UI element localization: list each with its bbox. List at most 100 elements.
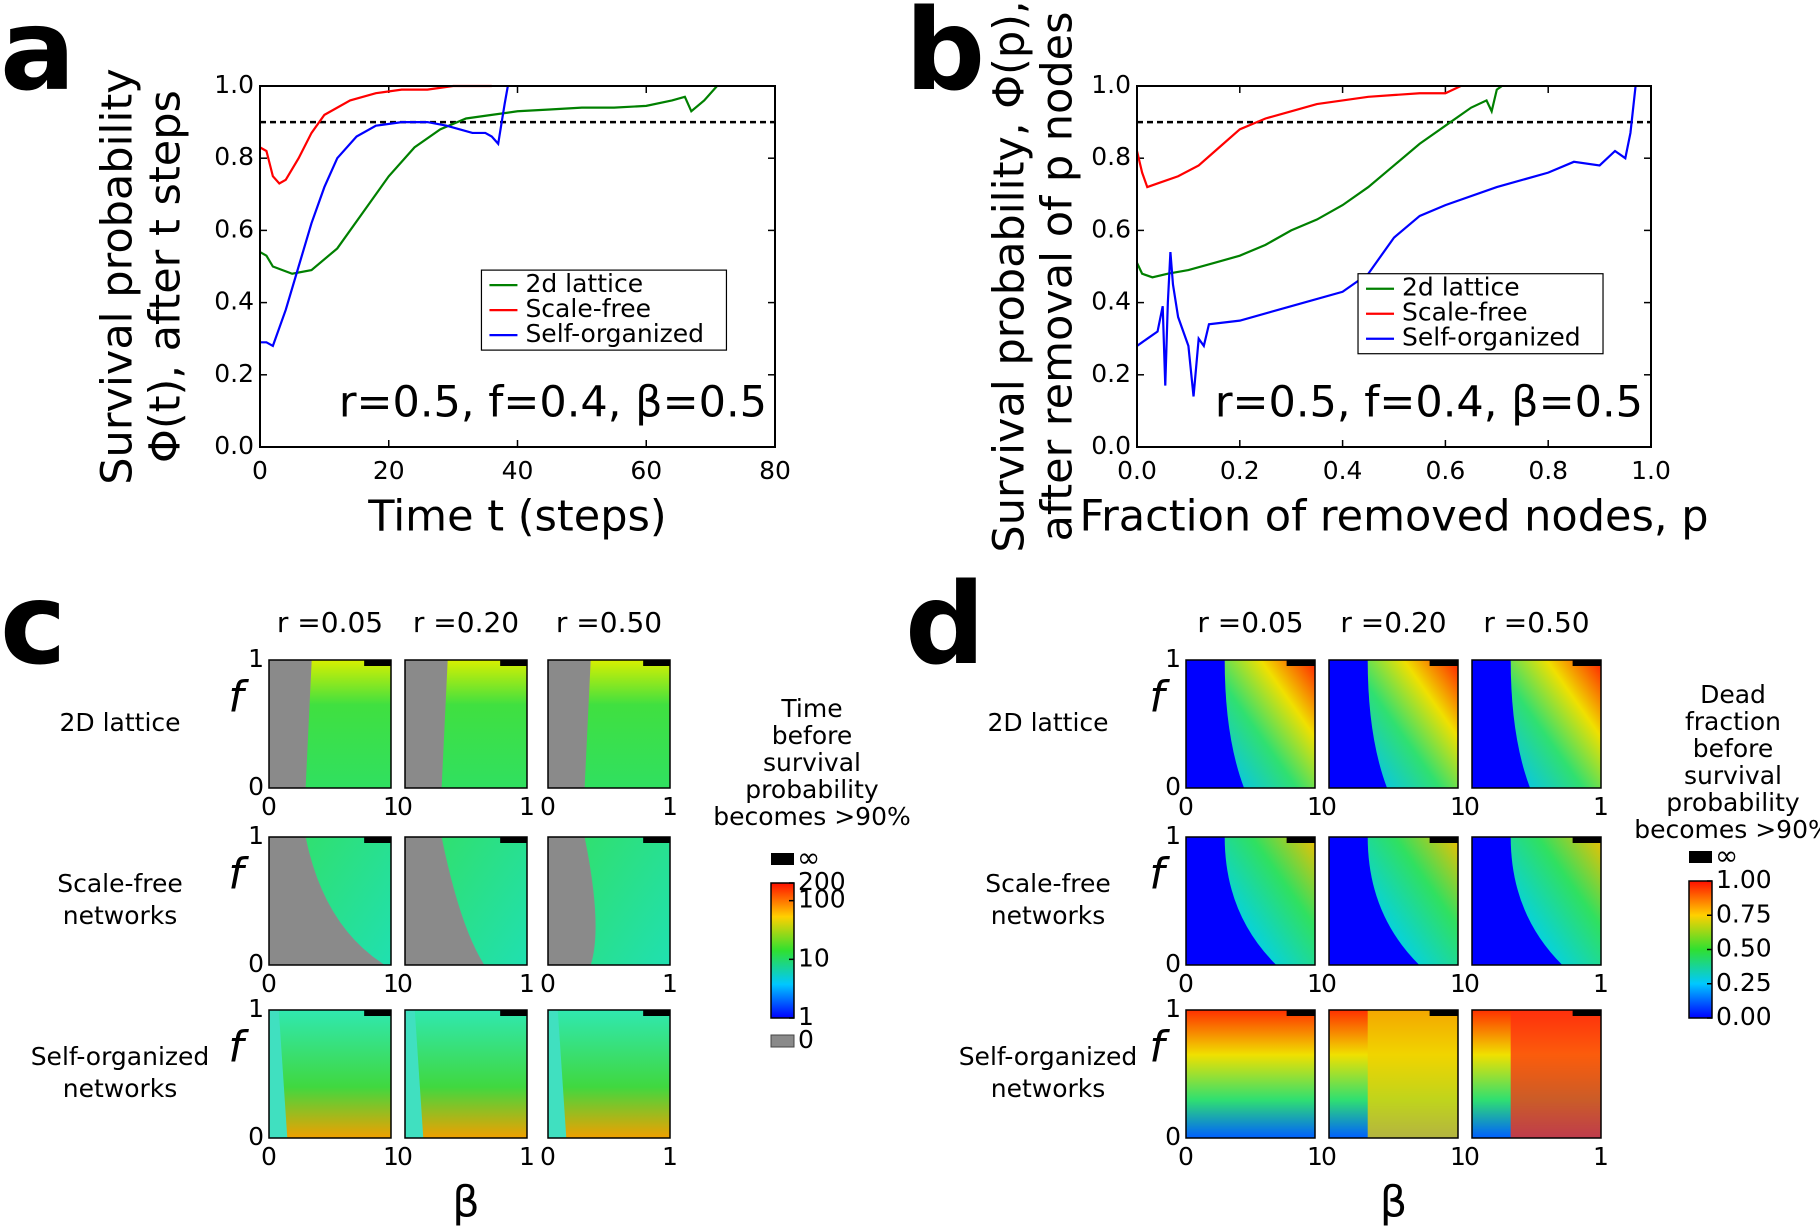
x-tick-label: 0 bbox=[1178, 1142, 1194, 1171]
x-tick-label: 0.6 bbox=[1426, 456, 1466, 485]
no-survival-block bbox=[643, 837, 670, 843]
x-axis-label: β bbox=[452, 1178, 479, 1228]
x-tick-label: 0.0 bbox=[1117, 456, 1157, 485]
x-tick-label: 0 bbox=[540, 1142, 556, 1171]
y-tick-label: 1 bbox=[248, 994, 264, 1023]
x-tick-label: 0.8 bbox=[1528, 456, 1568, 485]
heatmap-frame bbox=[404, 836, 528, 966]
colorbar-tick-label: 1 bbox=[798, 1002, 814, 1031]
x-tick-label: 0 bbox=[261, 969, 277, 998]
heatmap-frame bbox=[404, 659, 528, 789]
colorbar bbox=[770, 882, 795, 1019]
y-tick-label: 1 bbox=[1165, 644, 1181, 673]
plot-frame bbox=[1136, 85, 1652, 448]
y-tick-label: 1.0 bbox=[214, 70, 254, 99]
x-tick-label: 0 bbox=[261, 1142, 277, 1171]
no-survival-block bbox=[1286, 837, 1315, 843]
no-survival-block bbox=[1429, 1010, 1458, 1016]
plot-frame bbox=[259, 85, 776, 448]
legend-box bbox=[480, 269, 728, 351]
heatmap-frame bbox=[547, 1009, 671, 1139]
x-tick-label: 1 bbox=[1450, 1142, 1466, 1171]
x-tick-label: 1 bbox=[1450, 792, 1466, 821]
colorbar-title: before bbox=[772, 721, 852, 750]
no-survival-block bbox=[1572, 837, 1601, 843]
heatmap-region bbox=[278, 1010, 391, 1138]
y-axis-label: f bbox=[1149, 850, 1170, 900]
x-tick-label: 1 bbox=[383, 792, 399, 821]
series-line bbox=[1136, 85, 1503, 279]
y-axis-label: f bbox=[228, 850, 249, 900]
x-tick-label: 60 bbox=[630, 456, 662, 485]
y-tick-label: 1 bbox=[248, 644, 264, 673]
y-tick-label: 0.8 bbox=[214, 142, 254, 171]
panel-letter: b bbox=[905, 0, 985, 116]
x-tick-label: 0.2 bbox=[1220, 456, 1260, 485]
x-tick-label: 0 bbox=[1321, 1142, 1337, 1171]
row-label: Self-organized bbox=[959, 1042, 1138, 1071]
heatmap-region bbox=[557, 1010, 670, 1138]
series-line bbox=[1136, 85, 1637, 397]
no-survival-block bbox=[1429, 660, 1458, 666]
x-tick-label: 1 bbox=[1307, 969, 1323, 998]
row-label: 2D lattice bbox=[59, 708, 180, 737]
heatmap-region bbox=[1367, 837, 1458, 965]
no-survival-block bbox=[500, 660, 527, 666]
y-tick-label: 0.4 bbox=[1091, 287, 1131, 316]
x-axis-label: β bbox=[1380, 1178, 1407, 1228]
row-label: Self-organized bbox=[31, 1042, 210, 1071]
x-tick-label: 0 bbox=[397, 792, 413, 821]
y-axis-label: f bbox=[228, 673, 249, 723]
no-survival-block bbox=[500, 837, 527, 843]
y-tick-label: 0.2 bbox=[1091, 359, 1131, 388]
heatmap-frame bbox=[1328, 836, 1459, 966]
x-tick-label: 0.4 bbox=[1323, 456, 1363, 485]
heatmap-frame bbox=[1328, 1009, 1459, 1139]
heatmap-frame bbox=[404, 1009, 528, 1139]
heatmap-frame bbox=[1471, 1009, 1602, 1139]
heatmap-region bbox=[1510, 660, 1601, 788]
x-tick-label: 1 bbox=[519, 792, 535, 821]
annotation: r=0.5, f=0.4, β=0.5 bbox=[1215, 378, 1643, 428]
row-label: Scale-free bbox=[57, 869, 183, 898]
y-tick-label: 0.0 bbox=[214, 431, 254, 460]
colorbar-title: survival bbox=[1684, 761, 1782, 790]
series-line bbox=[260, 85, 509, 348]
zero-label: 0 bbox=[798, 1025, 814, 1054]
infinity-label: ∞ bbox=[797, 841, 820, 874]
heatmap-bg bbox=[1186, 1010, 1315, 1138]
no-survival-block bbox=[1429, 837, 1458, 843]
legend-label: Self-organized bbox=[525, 319, 704, 348]
x-tick-label: 1 bbox=[662, 1142, 678, 1171]
y-tick-label: 0 bbox=[248, 772, 264, 801]
y-tick-label: 0.6 bbox=[214, 214, 254, 243]
x-tick-label: 0 bbox=[1464, 792, 1480, 821]
panel-letter: d bbox=[905, 560, 985, 690]
x-tick-label: 0 bbox=[1321, 792, 1337, 821]
y-tick-label: 0 bbox=[248, 949, 264, 978]
no-survival-block bbox=[1572, 660, 1601, 666]
column-title: r =0.05 bbox=[1197, 606, 1303, 639]
heatmap-frame bbox=[1471, 836, 1602, 966]
heatmap-frame bbox=[547, 836, 671, 966]
no-survival-block bbox=[643, 1010, 670, 1016]
x-tick-label: 1 bbox=[519, 1142, 535, 1171]
y-axis-label: Survival probability, Φ(p), bbox=[985, 0, 1035, 552]
x-tick-label: 0 bbox=[1178, 792, 1194, 821]
y-tick-label: 0 bbox=[248, 1122, 264, 1151]
row-label: 2D lattice bbox=[987, 708, 1108, 737]
x-tick-label: 1 bbox=[383, 1142, 399, 1171]
x-tick-label: 1 bbox=[1593, 969, 1609, 998]
y-tick-label: 1.0 bbox=[1091, 70, 1131, 99]
x-tick-label: 0 bbox=[1464, 1142, 1480, 1171]
y-tick-label: 1 bbox=[1165, 994, 1181, 1023]
x-tick-label: 1 bbox=[1450, 969, 1466, 998]
y-tick-label: 0 bbox=[1165, 1122, 1181, 1151]
infinity-swatch bbox=[771, 853, 794, 865]
no-survival-block bbox=[1572, 1010, 1601, 1016]
infinity-swatch bbox=[1689, 851, 1712, 863]
heatmap-frame bbox=[268, 836, 392, 966]
legend-label: Scale-free bbox=[525, 294, 651, 323]
colorbar-tick-label: 100 bbox=[798, 885, 846, 914]
colorbar-title: probability bbox=[1666, 788, 1800, 817]
